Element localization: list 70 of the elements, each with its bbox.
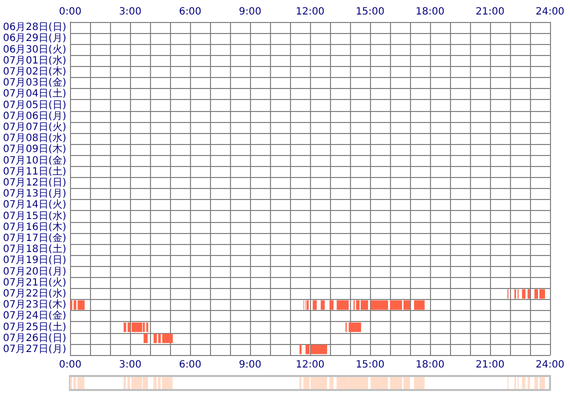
y-tick-label: 07月12日(日) [2,177,66,188]
bar [153,377,157,389]
bar [414,377,425,389]
x2-tick-label: 9:00 [238,6,262,18]
bar [124,322,126,332]
x2-tick-label: 24:00 [536,6,564,18]
y-tick-label: 07月09日(木) [2,143,66,156]
x2-tick-label: 15:00 [356,6,385,18]
x2-tick-label: 18:00 [416,6,444,18]
y-tick-label: 07月04日(土) [2,88,66,100]
x-tick-label: 3:00 [118,360,142,370]
y-tick-label: 07月10日(金) [2,154,66,166]
y-tick-label: 07月22日(水) [2,287,66,300]
bar [123,377,126,389]
bar [528,289,530,299]
x-tick-label: 0:00 [59,360,82,370]
x-tick-label: 12:00 [296,360,325,370]
y-tick-label: 07月18日(土) [2,243,66,256]
y-tick-label: 07月14日(火) [2,198,66,211]
bar [329,377,334,389]
x2-tick-label: 0:00 [59,6,82,18]
x-tick-label: 18:00 [416,360,444,370]
bar [312,300,317,310]
bar [77,377,84,389]
bar [78,300,85,310]
x-tick-label: 24:00 [536,360,564,370]
y-tick-label: 07月16日(木) [2,220,66,233]
y-tick-label: 07月01日(水) [2,54,66,66]
x2-tick-label: 3:00 [118,6,142,18]
y-tick-label: 07月13日(月) [2,188,66,200]
y-tick-label: 07月19日(日) [2,255,66,266]
bar [154,334,157,344]
x-tick-label: 21:00 [476,360,504,370]
y-tick-label: 07月05日(日) [2,100,66,111]
bar [162,377,173,389]
x-tick-label: 15:00 [356,360,385,370]
x2-tick-label: 12:00 [296,6,325,18]
bar [320,300,325,310]
y-tick-label: 07月15日(水) [2,210,66,222]
bar [132,322,142,332]
bar [414,300,425,310]
y-tick-label: 06月29日(月) [2,33,66,44]
x2-tick-label: 6:00 [178,6,202,18]
bar [330,300,334,310]
y-tick-label: 07月27日(月) [2,344,66,355]
y-tick-label: 07月11日(土) [2,165,66,178]
bar [522,377,526,389]
y-tick-label: 07月03日(金) [2,76,66,89]
bar [370,300,388,310]
y-tick-label: 07月17日(金) [2,232,66,244]
bar [370,377,388,389]
y-tick-label: 07月26日(日) [2,332,66,344]
y-tick-label: 07月21日(火) [2,276,66,288]
y-tick-label: 06月28日(日) [2,22,66,34]
y-tick-label: 07月24日(金) [2,310,66,322]
bar [336,300,349,310]
y-tick-label: 07月02日(木) [2,65,66,78]
bar [348,322,362,332]
y-tick-label: 07月20日(月) [2,266,66,278]
bar [162,334,173,344]
y-tick-label: 07月25日(土) [2,320,66,333]
y-tick-label: 06月30日(火) [2,43,66,56]
x-tick-label: 9:00 [238,360,262,370]
bar [522,289,526,299]
y-tick-label: 07月08日(水) [2,132,66,144]
y-tick-label: 07月23日(木) [2,298,66,311]
x-tick-label: 6:00 [178,360,202,370]
y-tick-label: 07月07日(火) [2,120,66,133]
x2-tick-label: 21:00 [476,6,504,18]
y-tick-label: 07月06日(月) [2,110,66,122]
